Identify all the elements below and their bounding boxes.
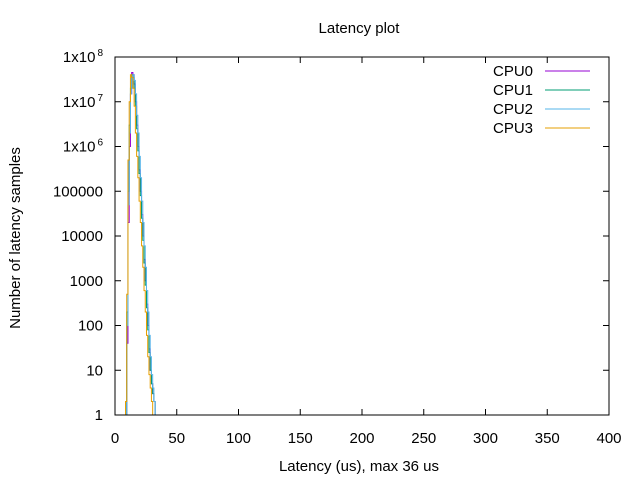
series-lines [124, 72, 161, 416]
y-tick-label: 1000 [70, 273, 103, 290]
legend-label-cpu0: CPU0 [493, 63, 533, 80]
y-tick-label-base: 1x10 [63, 94, 96, 111]
x-axis-label: Latency (us), max 36 us [279, 458, 439, 475]
y-tick-label: 100000 [53, 183, 103, 200]
x-tick-label: 300 [473, 430, 498, 447]
chart-title: Latency plot [319, 20, 401, 37]
axis-ticks: 0 50 100 150 200 250 300 350 400 1 10 100 1000 10000 1… [53, 48, 622, 447]
y-tick-label-exponent: 8 [97, 48, 103, 59]
legend-label-cpu1: CPU1 [493, 82, 533, 99]
y-tick-label-base: 1000 [70, 273, 103, 290]
legend: CPU0 CPU1 CPU2 CPU3 [493, 63, 590, 137]
y-tick-label: 1 [95, 407, 103, 424]
y-tick-label: 10000 [61, 228, 103, 245]
plot-frame [114, 56, 610, 416]
x-tick-label: 200 [349, 430, 374, 447]
y-tick-label-base: 1x10 [63, 139, 96, 156]
y-tick-label: 100 [78, 318, 103, 335]
y-tick-label-exponent: 6 [97, 138, 103, 149]
y-tick-label: 10 [86, 362, 103, 379]
x-tick-label: 400 [596, 430, 621, 447]
x-tick-label: 250 [411, 430, 436, 447]
y-tick-label-base: 10000 [61, 228, 103, 245]
series-line-cpu2 [125, 74, 161, 416]
legend-label-cpu3: CPU3 [493, 120, 533, 137]
x-tick-label: 50 [168, 430, 185, 447]
y-axis-label: Number of latency samples [7, 147, 24, 329]
x-tick-label: 150 [288, 430, 313, 447]
y-tick-label: 1x10 6 [63, 138, 104, 156]
x-tick-label: 350 [535, 430, 560, 447]
y-tick-label: 1x10 7 [63, 93, 104, 111]
y-tick-label-exponent: 7 [97, 93, 103, 104]
x-tick-label: 100 [226, 430, 251, 447]
series-line-cpu3 [124, 74, 157, 416]
y-tick-label-base: 10 [86, 362, 103, 379]
y-tick-label-base: 100 [78, 318, 103, 335]
y-tick-label-base: 100000 [53, 183, 103, 200]
x-tick-label: 0 [111, 430, 119, 447]
y-tick-label-base: 1 [95, 407, 103, 424]
y-tick-label: 1x10 8 [63, 48, 104, 66]
series-line-cpu1 [125, 74, 159, 416]
legend-label-cpu2: CPU2 [493, 101, 533, 118]
y-tick-label-base: 1x10 [63, 49, 96, 66]
